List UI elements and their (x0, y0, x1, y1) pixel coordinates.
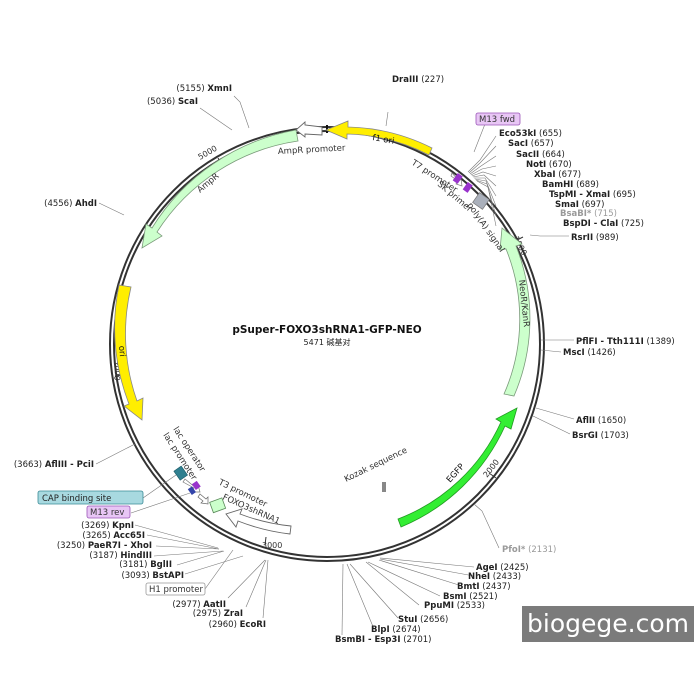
site-bstapi: (3093) BstAPI (121, 571, 184, 581)
site-bsmbi-esp3i: BsmBI - Esp3I (2701) (335, 635, 431, 645)
site-saci: SacI (657) (508, 139, 554, 149)
site-ecori: (2960) EcoRI (209, 620, 266, 630)
t7-promoter-feature (452, 173, 463, 184)
site-bspdi-clai: BspDI - ClaI (725) (563, 219, 644, 229)
watermark: biogege.com (522, 606, 694, 642)
site-bsabi: BsaBI* (715) (560, 209, 617, 219)
cap-binding-feature (173, 465, 188, 481)
site-paer7i-xhoi: (3250) PaeR7I - XhoI (57, 541, 152, 551)
t3-promoter-feature (209, 497, 227, 514)
ampr-promoter-arrow (295, 120, 323, 138)
site-zrai: (2975) ZraI (193, 609, 243, 619)
svg-text:M13 rev: M13 rev (90, 508, 124, 518)
site-xbai: XbaI (677) (534, 170, 581, 180)
site-noti: NotI (670) (526, 160, 572, 170)
site-bglii: (3181) BglII (119, 560, 172, 570)
neor-kanr-label: NeoR/KanR (516, 279, 531, 327)
site-kpni: (3269) KpnI (81, 521, 134, 531)
site-pfoi: PfoI* (2131) (502, 545, 556, 555)
tick-3000: 3000 (262, 536, 282, 550)
site-scai: (5036) ScaI (147, 97, 198, 107)
site-nhei: NheI (2433) (468, 572, 521, 582)
site-sacii: SacII (664) (516, 150, 565, 160)
kozak-sequence-feature (382, 482, 386, 492)
site-msci: MscI (1426) (563, 348, 616, 358)
kozak-sequence-label: Kozak sequence (343, 446, 409, 485)
site-label-group (95, 95, 575, 636)
svg-text:M13 fwd: M13 fwd (479, 115, 515, 125)
plasmid-name: pSuper-FOXO3shRNA1-GFP-NEO (232, 324, 421, 336)
site-ahdi: (4556) AhdI (44, 199, 97, 209)
foxo3-shrna1-arrow (225, 508, 292, 535)
site-xmni: (5155) XmnI (176, 84, 232, 94)
svg-text:CAP binding site: CAP binding site (42, 494, 111, 504)
site-hindiii: (3187) HindIII (89, 551, 152, 561)
f1-ori-arrow (324, 120, 433, 156)
ori-label: ori (116, 345, 127, 357)
site-agei: AgeI (2425) (476, 563, 529, 573)
h1-promoter-arrow (197, 493, 209, 505)
m13-rev-tag: M13 rev (86, 492, 191, 519)
svg-text:H1 promoter: H1 promoter (149, 585, 203, 595)
site-draiii: DraIII (227) (392, 75, 444, 85)
site-eco53ki: Eco53kI (655) (499, 129, 562, 139)
cap-binding-site-tag: CAP binding site (37, 474, 177, 505)
sk-primer-feature (462, 182, 473, 193)
m13-rev-site (187, 486, 196, 495)
neor-kanr-arrow (499, 227, 531, 397)
site-stui: StuI (2656) (398, 615, 448, 625)
lac-operator-feature (191, 480, 201, 490)
f1-ori-label: f1 ori (371, 133, 395, 147)
svg-text:3000: 3000 (262, 541, 282, 550)
polya-signal-feature (472, 192, 490, 210)
ori-arrow (114, 284, 144, 421)
ampr-promoter-label: AmpR promoter (278, 143, 346, 157)
h1-promoter-tag: H1 promoter (145, 549, 234, 596)
site-smai: SmaI (697) (555, 200, 604, 210)
site-bsrgi: BsrGI (1703) (572, 431, 629, 441)
site-labels: DraIII (227) Eco53kI (655) SacI (657) Sa… (14, 75, 675, 645)
site-ppumi: PpuMI (2533) (424, 601, 485, 611)
egfp-arrow (397, 407, 518, 528)
site-bsmi: BsmI (2521) (443, 592, 498, 602)
site-rsrii: RsrII (989) (571, 233, 619, 243)
ampr-arrow (141, 129, 299, 249)
site-bmti: BmtI (2437) (457, 582, 511, 592)
site-pflfi-tth111i: PflFI - Tth111I (1389) (576, 337, 675, 347)
site-aatii: (2977) AatII (172, 600, 226, 610)
site-aflii: AflII (1650) (576, 416, 626, 426)
m13-fwd-tag: M13 fwd (473, 112, 521, 153)
plasmid-length: 5471 碱基对 (304, 337, 351, 347)
polya-signal-label: poly(A) signal (465, 201, 507, 254)
site-blpi: BlpI (2674) (371, 625, 421, 635)
svg-text:4000: 4000 (112, 360, 123, 381)
site-tspmi-xmai: TspMI - XmaI (695) (549, 190, 636, 200)
site-afliii-pcii: (3663) AflIII - PciI (14, 460, 94, 470)
site-acc65i: (3265) Acc65I (82, 531, 145, 541)
site-bamhi: BamHI (689) (542, 180, 599, 190)
